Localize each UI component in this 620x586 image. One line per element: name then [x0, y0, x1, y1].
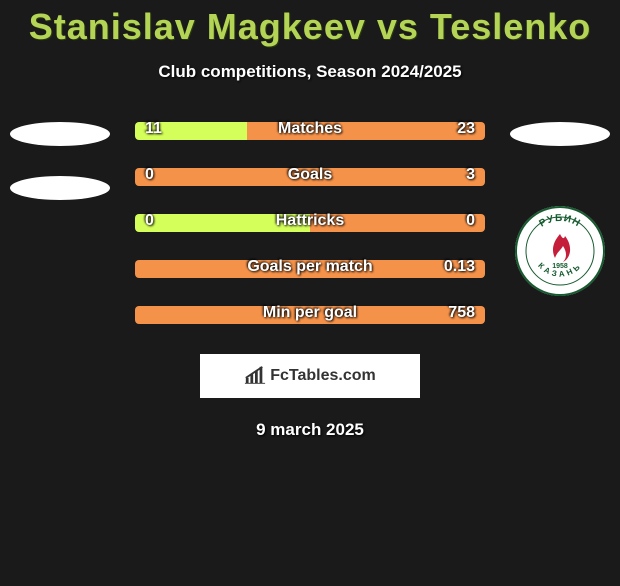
player-photo-placeholder [510, 122, 610, 146]
stat-row: 758Min per goal [135, 306, 485, 324]
stat-label: Hattricks [135, 212, 485, 230]
comparison-container: Stanislav Magkeev vs Teslenko Club compe… [0, 6, 620, 440]
stat-label: Goals per match [135, 258, 485, 276]
subtitle: Club competitions, Season 2024/2025 [0, 62, 620, 82]
stat-label: Matches [135, 120, 485, 138]
player-photo-placeholder [10, 122, 110, 146]
stat-label: Goals [135, 166, 485, 184]
content-row: 1123Matches 03Goals 00Hattricks 0.13Goals p… [0, 122, 620, 324]
club-badge-rubin: РУБИН КАЗАНЬ 1958 [515, 206, 605, 296]
stat-row: 0.13Goals per match [135, 260, 485, 278]
right-player-column: РУБИН КАЗАНЬ 1958 [505, 122, 615, 296]
stat-row: 1123Matches [135, 122, 485, 140]
chart-icon [244, 365, 266, 387]
attribution-label: FcTables.com [270, 367, 376, 385]
page-title: Stanislav Magkeev vs Teslenko [0, 6, 620, 48]
stat-label: Min per goal [135, 304, 485, 322]
svg-text:1958: 1958 [552, 263, 568, 270]
attribution-box: FcTables.com [200, 354, 420, 398]
stat-row: 03Goals [135, 168, 485, 186]
date-label: 9 march 2025 [0, 420, 620, 440]
club-badge-placeholder [10, 176, 110, 200]
left-player-column [5, 122, 115, 200]
rubin-badge-svg: РУБИН КАЗАНЬ 1958 [515, 206, 605, 296]
stat-bars: 1123Matches 03Goals 00Hattricks 0.13Goals p… [135, 122, 485, 324]
stat-row: 00Hattricks [135, 214, 485, 232]
